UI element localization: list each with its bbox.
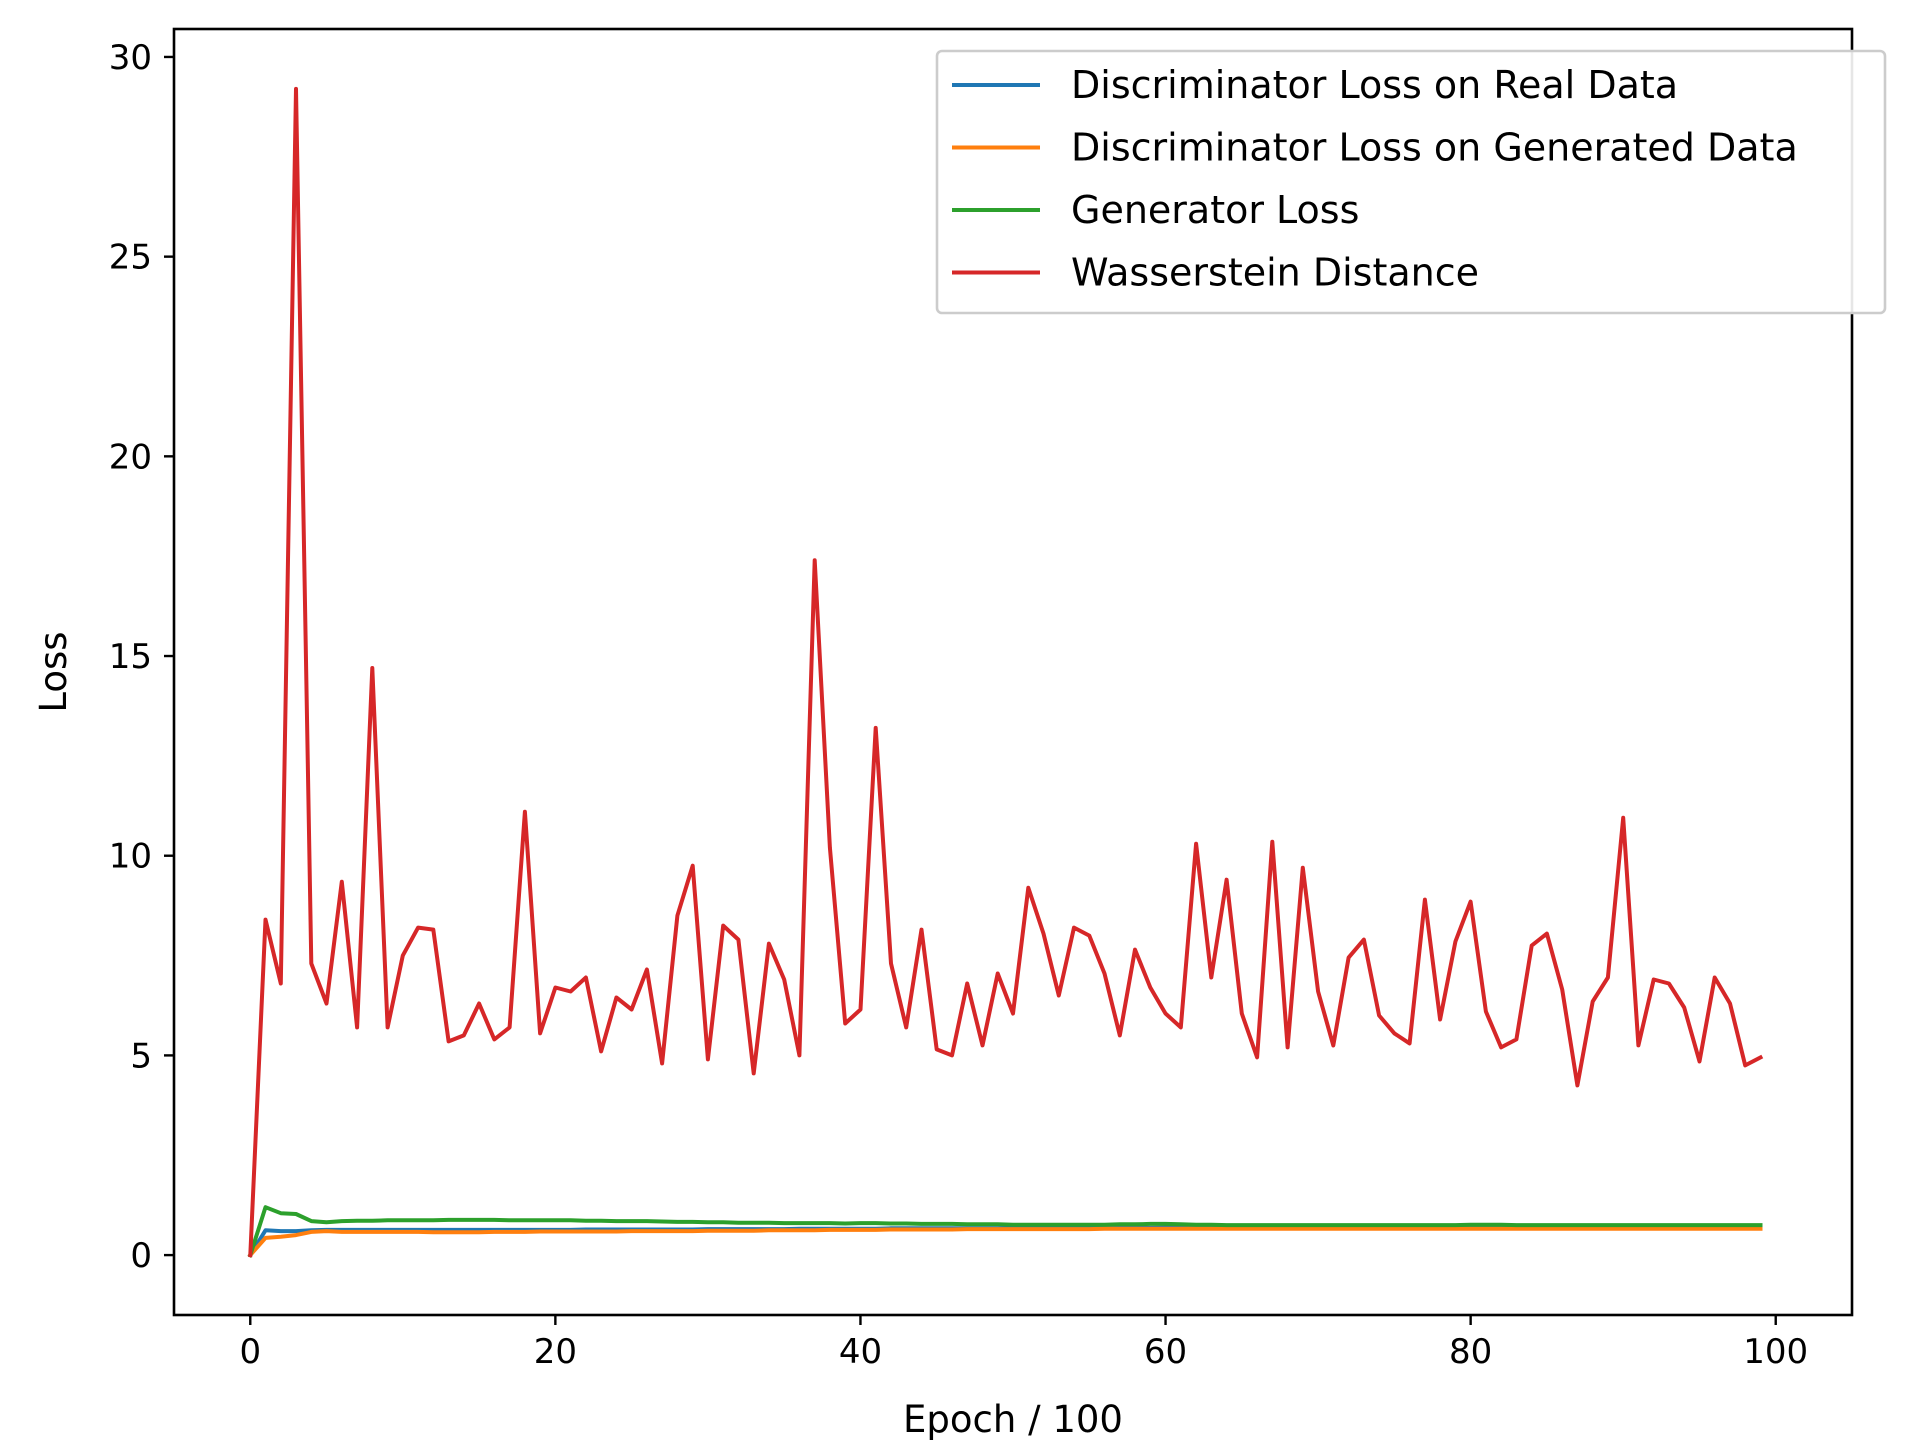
y-tick-label: 10 bbox=[109, 837, 152, 877]
x-tick-label: 40 bbox=[839, 1332, 882, 1372]
x-tick-label: 20 bbox=[534, 1332, 577, 1372]
x-tick-label: 80 bbox=[1449, 1332, 1492, 1372]
y-tick-label: 0 bbox=[130, 1236, 152, 1276]
legend-label: Discriminator Loss on Generated Data bbox=[1071, 126, 1798, 170]
series-line-2 bbox=[247, 1205, 1763, 1258]
legend-box bbox=[935, 49, 1887, 315]
x-tick-label: 100 bbox=[1743, 1332, 1808, 1372]
y-tick-label: 5 bbox=[130, 1036, 152, 1076]
x-axis-label: Epoch / 100 bbox=[903, 1398, 1123, 1440]
y-axis: 0 5 10 15 20 25 30 bbox=[109, 38, 174, 1276]
plot-frame bbox=[172, 27, 1854, 1317]
legend-label: Discriminator Loss on Real Data bbox=[1071, 63, 1678, 107]
x-tick-label: 0 bbox=[239, 1332, 261, 1372]
y-tick-label: 30 bbox=[109, 38, 152, 78]
legend-label: Wasserstein Distance bbox=[1071, 251, 1479, 295]
y-axis-label: Loss bbox=[32, 631, 75, 712]
y-tick-label: 20 bbox=[109, 437, 152, 477]
legend: Discriminator Loss on Real Data Discrimin… bbox=[935, 49, 1887, 315]
y-tick-label: 25 bbox=[109, 238, 152, 278]
series-line-3 bbox=[248, 86, 1764, 1258]
series-layer bbox=[247, 86, 1764, 1258]
y-tick-label: 15 bbox=[109, 637, 152, 677]
x-tick-label: 60 bbox=[1144, 1332, 1187, 1372]
legend-items: Discriminator Loss on Real Data Discrimin… bbox=[952, 63, 1798, 295]
series-line-1 bbox=[247, 1226, 1763, 1258]
x-axis: 0 20 40 60 80 100 bbox=[239, 1315, 1808, 1372]
legend-label: Generator Loss bbox=[1071, 188, 1359, 232]
